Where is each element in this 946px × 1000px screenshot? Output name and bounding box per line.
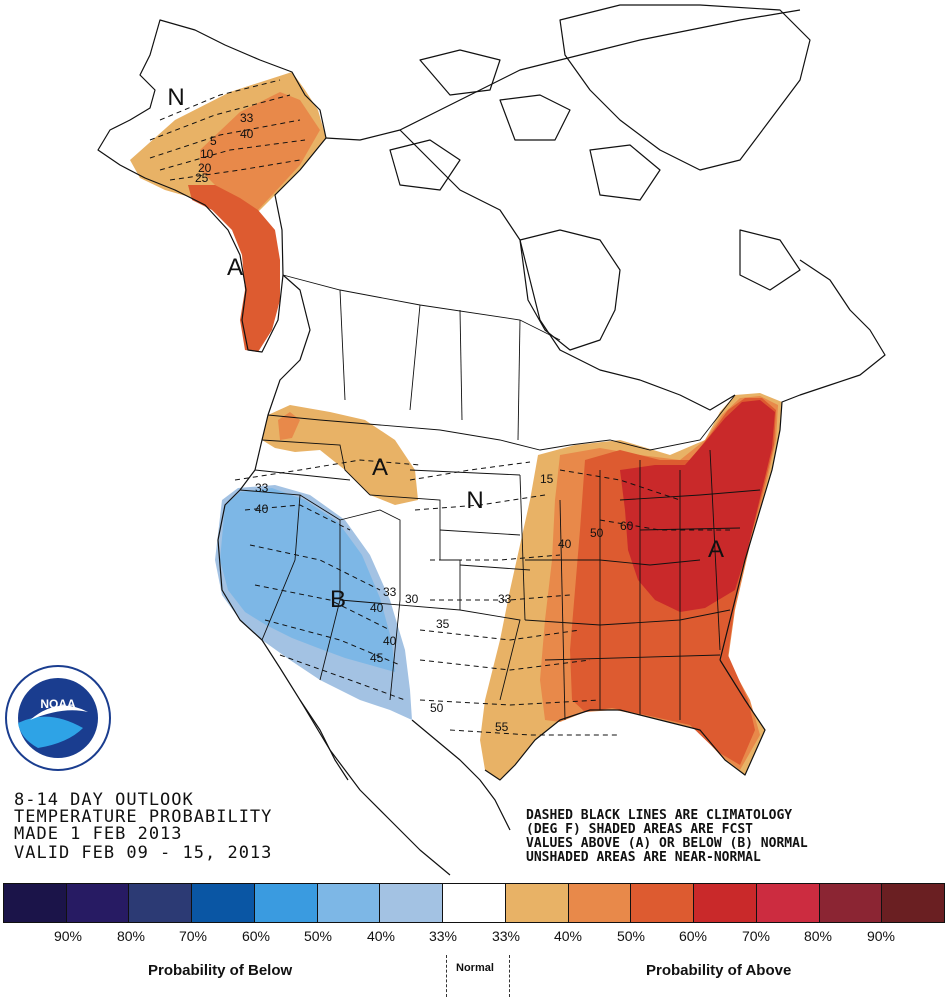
contour-label: 10	[200, 147, 214, 161]
internal-boundaries	[239, 274, 761, 721]
pct-below-90: 90%	[53, 928, 83, 944]
title-block: 8-14 DAY OUTLOOK TEMPERATURE PROBABILITY…	[14, 790, 272, 863]
title-line-3: MADE 1 FEB 2013	[14, 824, 183, 844]
noaa-logo: NOAA	[5, 665, 111, 771]
legend-swatch	[505, 884, 569, 922]
west-below-40	[220, 488, 395, 672]
legend-above-label: Probability of Above	[646, 962, 792, 979]
pnw-above-33	[262, 405, 418, 505]
contour-label: 33	[240, 111, 254, 125]
notes-block: DASHED BLACK LINES ARE CLIMATOLOGY (DEG …	[526, 808, 808, 865]
contour-label: 40	[240, 127, 254, 141]
climatology-contours	[149, 79, 730, 736]
legend-swatch	[192, 884, 255, 922]
region-pacific-nw: A	[372, 454, 388, 481]
region-west: B	[330, 586, 346, 613]
east-above-60	[620, 400, 775, 612]
contour-label: 30	[405, 592, 419, 606]
contour-label: 40	[255, 502, 269, 516]
legend-below-label: Probability of Below	[148, 962, 293, 979]
contour-label: 33	[498, 592, 512, 606]
shaded-areas	[130, 72, 782, 780]
contour-label: 35	[436, 617, 450, 631]
legend-swatch	[254, 884, 318, 922]
contour-label: 33	[255, 481, 269, 495]
contour-label: 50	[590, 526, 604, 540]
legend-normal-box	[446, 955, 510, 997]
outlook-map: N A A N B A 33 40 5 10 20 25 33 40 33 40…	[5, 4, 886, 876]
pct-above-33: 33%	[491, 928, 521, 944]
legend-swatch	[694, 884, 757, 922]
contour-label: 45	[370, 651, 384, 665]
contour-label: 25	[195, 171, 209, 185]
note-line-4: UNSHADED AREAS ARE NEAR-NORMAL	[526, 850, 761, 865]
legend-percent-row: 90% 80% 70% 60% 50% 40% 33% 33% 40% 50% …	[0, 928, 946, 948]
note-line-3: VALUES ABOVE (A) OR BELOW (B) NORMAL	[526, 836, 808, 851]
legend-swatch	[4, 884, 67, 922]
region-east: A	[708, 536, 724, 563]
contour-label: 15	[540, 472, 554, 486]
contour-label: 60	[620, 519, 634, 533]
title-line-2: TEMPERATURE PROBABILITY	[14, 807, 272, 827]
legend-swatch	[631, 884, 695, 922]
noaa-logo-text: NOAA	[40, 697, 76, 711]
pct-below-70: 70%	[178, 928, 208, 944]
contour-labels: 33 40 5 10 20 25 33 40 33 40 40 45 30 33…	[195, 111, 634, 734]
contour-label: 40	[383, 634, 397, 648]
region-alaska-south: A	[227, 254, 243, 281]
region-central: N	[466, 487, 483, 514]
title-line-4: VALID FEB 09 - 15, 2013	[14, 843, 272, 863]
pct-above-40: 40%	[553, 928, 583, 944]
pct-above-50: 50%	[616, 928, 646, 944]
legend-swatch	[443, 884, 506, 922]
legend-normal-label: Normal	[456, 962, 494, 974]
legend-swatch	[819, 884, 883, 922]
contour-label: 40	[558, 537, 572, 551]
legend-swatch	[380, 884, 444, 922]
pct-below-80: 80%	[116, 928, 146, 944]
pct-below-60: 60%	[241, 928, 271, 944]
region-alaska-north: N	[167, 84, 184, 111]
region-letters: N A A N B A	[167, 84, 724, 613]
legend-swatch	[756, 884, 820, 922]
legend-color-bar	[3, 883, 945, 923]
contour-label: 55	[495, 720, 509, 734]
pct-above-90: 90%	[866, 928, 896, 944]
legend-swatch	[568, 884, 632, 922]
pct-above-80: 80%	[803, 928, 833, 944]
legend-swatch	[129, 884, 193, 922]
title-line-1: 8-14 DAY OUTLOOK	[14, 790, 194, 810]
pct-above-60: 60%	[678, 928, 708, 944]
pct-below-40: 40%	[366, 928, 396, 944]
legend-swatch	[66, 884, 130, 922]
pct-above-70: 70%	[741, 928, 771, 944]
note-line-2: (DEG F) SHADED AREAS ARE FCST	[526, 822, 753, 837]
alaska-panhandle-above	[188, 185, 280, 352]
pnw-above-40	[278, 412, 300, 440]
pct-below-50: 50%	[303, 928, 333, 944]
contour-label: 50	[430, 701, 444, 715]
pct-below-33: 33%	[428, 928, 458, 944]
legend-swatch	[882, 884, 945, 922]
contour-label: 20	[198, 161, 212, 175]
note-line-1: DASHED BLACK LINES ARE CLIMATOLOGY	[526, 808, 792, 823]
contour-label: 40	[370, 601, 384, 615]
contour-label: 33	[383, 585, 397, 599]
legend-swatch	[317, 884, 381, 922]
contour-label: 5	[210, 134, 217, 148]
